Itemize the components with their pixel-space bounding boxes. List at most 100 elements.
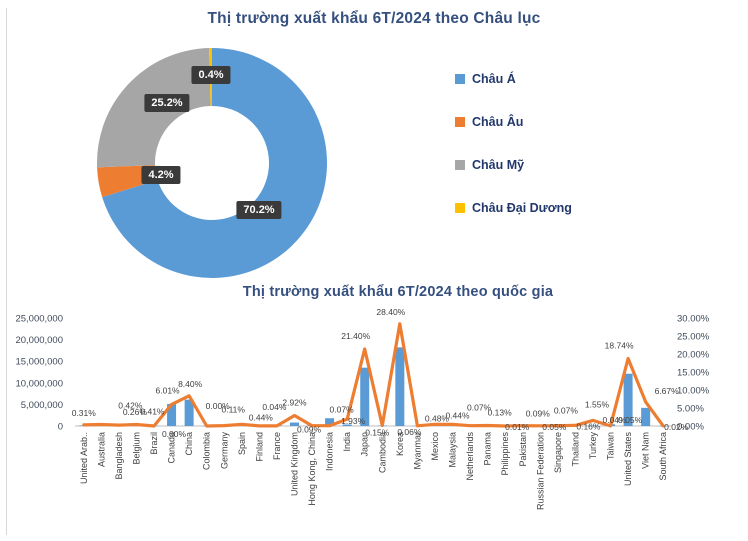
line-data-label-7: 0.00% [206, 401, 231, 411]
bar-16 [360, 367, 370, 426]
x-axis-label-0: United Arab.. [79, 432, 89, 484]
x-axis-label-8: Germany [219, 432, 229, 470]
left-axis-tick: 20,000,000 [15, 335, 63, 346]
line-data-label-10: 0.04% [262, 402, 287, 412]
legend-label: Châu Âu [472, 114, 524, 129]
legend-item-3: Châu Đại Dương [455, 199, 572, 216]
bar-32 [641, 407, 651, 426]
legend-swatch-icon [455, 116, 465, 127]
line-data-label-32: 6.67% [655, 386, 680, 396]
line-data-label-2: 0.26% [123, 407, 148, 417]
donut-segment-0 [102, 48, 327, 278]
line-data-label-21: 0.44% [445, 410, 470, 420]
line-data-label-8: 0.11% [222, 405, 246, 415]
x-axis-label-16: Japan [360, 432, 370, 457]
left-axis-tick: 5,000,000 [21, 400, 63, 411]
line-data-label-16: 21.40% [341, 331, 370, 341]
left-axis-tick: 0 [58, 422, 63, 433]
bar-15 [342, 424, 352, 426]
country-chart-title: Thị trường xuất khẩu 6T/2024 theo quốc g… [242, 284, 554, 300]
line-data-label-29: 1.55% [585, 399, 610, 409]
bar-14 [325, 418, 335, 426]
bar-6 [184, 399, 194, 426]
left-axis-tick: 25,000,000 [15, 314, 63, 325]
line-data-label-24: 0.01% [505, 422, 530, 432]
country-combo-chart: 25,000,000 20,000,000 15,000,000 10,000,000… [15, 307, 710, 510]
donut-chart-title: Thị trường xuất khẩu 6T/2024 theo Châu l… [207, 10, 541, 27]
right-axis-tick: 30.00% [677, 314, 710, 325]
line-data-label-4: 0.00% [162, 429, 187, 439]
line-data-label-33: 0.02% [664, 422, 689, 432]
x-axis-label-3: Belgium [131, 432, 141, 465]
line-data-label-13: 0.09% [297, 425, 322, 435]
line-data-label-3: 0.41% [140, 407, 165, 417]
x-axis-label-17: Cambodia [377, 432, 387, 473]
donut-percent-label-3: 0.4% [191, 66, 231, 84]
x-axis-label-28: Thailand [570, 432, 580, 467]
left-axis-tick: 15,000,000 [15, 357, 63, 368]
x-axis-label-32: Viet Nam [641, 432, 651, 469]
x-axis-label-14: Indonesia [325, 432, 335, 471]
line-data-label-25: 0.09% [526, 409, 551, 419]
legend-swatch-icon [455, 73, 465, 84]
growth-line [82, 322, 665, 428]
line-data-label-1: 0.42% [118, 400, 143, 410]
x-axis-label-6: China [184, 432, 194, 456]
line-data-label-0: 0.31% [72, 408, 97, 418]
bar-12 [289, 422, 299, 426]
left-axis-tick: 10,000,000 [15, 378, 63, 389]
x-axis-label-4: Brazil [149, 432, 159, 455]
x-axis-label-2: Bangladesh [114, 432, 124, 480]
line-data-label-31: 18.74% [605, 341, 634, 351]
x-axis-label-9: Spain [237, 432, 247, 455]
line-data-label-20: 0.48% [425, 413, 450, 423]
x-axis-label-24: Philippines [500, 432, 510, 476]
x-axis-label-10: Finland [254, 432, 264, 462]
right-axis-tick: 20.00% [677, 350, 710, 361]
legend-item-0: Châu Á [455, 70, 572, 87]
donut-percent-label-2: 25.2% [144, 94, 190, 112]
x-axis-label-33: South Africa [658, 432, 668, 481]
bar-31 [623, 373, 633, 426]
legend-item-1: Châu Âu [455, 113, 572, 130]
x-axis-label-18: Korea [395, 432, 405, 456]
left-border-rule [6, 8, 7, 535]
right-axis-tick: 0.00% [677, 422, 704, 433]
line-data-label-23: 0.13% [488, 408, 513, 418]
legend-label: Châu Đại Dương [472, 200, 572, 215]
line-data-label-19: 0.06% [397, 427, 422, 437]
x-axis-label-26: Russian Federation [535, 432, 545, 510]
x-axis-label-23: Panama [483, 432, 493, 466]
bar-18 [395, 347, 405, 426]
x-axis-label-12: United Kingdom [289, 432, 299, 496]
legend-label: Châu Mỹ [472, 157, 525, 172]
bar-5 [167, 403, 177, 426]
line-data-label-26: 0.05% [542, 422, 567, 432]
x-axis-label-15: India [342, 432, 352, 452]
line-data-label-15: 1.93% [341, 416, 366, 426]
x-axis-label-27: Singapore [553, 432, 563, 473]
line-data-label-12: 2.92% [282, 397, 307, 407]
x-axis-label-19: Myanmar [412, 432, 422, 470]
x-axis-label-5: Canada [167, 432, 177, 464]
donut-legend: Châu Á Châu Âu Châu Mỹ Châu Đại Dương [455, 70, 572, 242]
donut-percent-label-0: 70.2% [236, 201, 282, 219]
legend-swatch-icon [455, 159, 465, 170]
x-axis-label-1: Australia [96, 432, 106, 467]
right-axis-tick: 15.00% [677, 368, 710, 379]
line-data-label-27: 0.07% [554, 406, 579, 416]
legend-item-2: Châu Mỹ [455, 156, 572, 173]
x-axis-label-11: France [272, 432, 282, 460]
x-axis-label-13: Hong Kong, China [307, 432, 317, 506]
legend-swatch-icon [455, 202, 465, 213]
right-axis-tick: 25.00% [677, 332, 710, 343]
x-axis-label-21: Malaysia [448, 432, 458, 468]
donut-percent-label-1: 4.2% [141, 166, 181, 184]
extra-data-label-0: 0.05% [618, 415, 643, 425]
x-axis-label-25: Pakistan [518, 432, 528, 467]
x-axis-label-22: Netherlands [465, 432, 475, 481]
line-data-label-14: 0.07% [330, 405, 355, 415]
legend-label: Châu Á [472, 71, 516, 86]
x-axis-label-20: Mexico [430, 432, 440, 461]
